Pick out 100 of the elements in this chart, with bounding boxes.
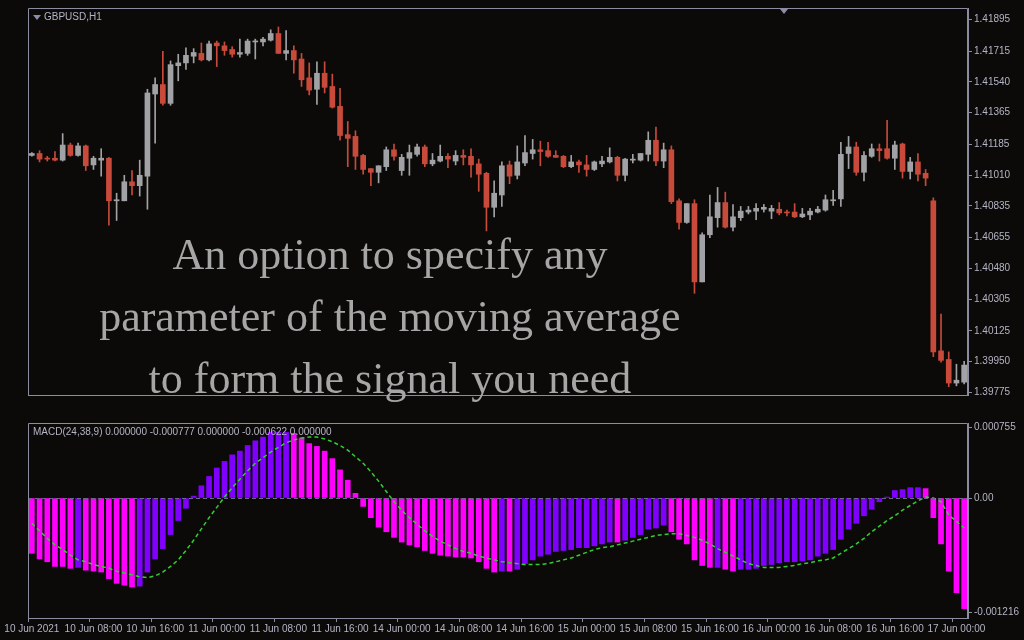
candlestick — [368, 168, 374, 186]
bar — [44, 498, 51, 563]
bar — [753, 498, 759, 569]
bar — [183, 498, 189, 509]
y-tick-label: 1.40480 — [974, 262, 1011, 274]
bar — [314, 446, 320, 498]
candlestick — [344, 121, 351, 167]
bar — [82, 498, 89, 571]
y-tick-label: 0.000755 — [974, 420, 1017, 432]
y-tick-label: 1.41365 — [974, 106, 1011, 118]
bar — [160, 498, 166, 549]
bar — [475, 498, 482, 563]
bar — [237, 450, 243, 498]
bar — [776, 498, 783, 564]
y-tick-label: 1.41010 — [974, 168, 1011, 180]
x-tick-label: 16 Jun 16:00 — [865, 622, 925, 634]
bar — [653, 498, 659, 529]
candlestick — [237, 38, 243, 58]
bar — [737, 498, 744, 570]
x-tick-label: 11 Jun 08:00 — [249, 622, 308, 634]
bar — [383, 498, 390, 533]
bar — [930, 498, 937, 519]
y-tick-label: 1.39950 — [974, 355, 1011, 367]
chart-title: MACD(24,38,9) 0.000000 -0.000777 0.000000 -0.000622 0.000000 — [33, 425, 332, 437]
bar — [175, 498, 182, 521]
bar — [807, 498, 813, 561]
bar — [814, 498, 821, 557]
x-tick-label: 15 Jun 00:00 — [557, 622, 616, 634]
bar — [514, 498, 521, 570]
bar — [499, 498, 505, 572]
bar — [676, 498, 682, 540]
bar — [306, 443, 313, 498]
x-tick-label: 14 Jun 00:00 — [372, 622, 432, 634]
bar — [360, 498, 366, 507]
bar — [545, 498, 551, 555]
y-tick-label: 1.41715 — [974, 44, 1011, 56]
candlestick — [753, 203, 759, 220]
bar — [915, 487, 921, 498]
bar — [391, 498, 397, 538]
bar — [622, 498, 628, 541]
bar — [683, 498, 690, 545]
bar — [121, 498, 128, 586]
y-tick-label: 1.40305 — [974, 292, 1011, 304]
bar — [213, 467, 220, 498]
candlestick — [938, 313, 944, 363]
candlestick — [460, 149, 467, 166]
candlestick — [152, 77, 158, 144]
line-series — [31, 436, 965, 579]
bar — [337, 469, 343, 498]
x-tick-label: 16 Jun 00:00 — [742, 622, 801, 634]
bar — [152, 498, 158, 560]
x-tick-label: 15 Jun 08:00 — [619, 622, 678, 634]
x-tick-label: 14 Jun 08:00 — [434, 622, 493, 634]
bar — [106, 498, 112, 579]
y-tick-label: 1.40655 — [974, 231, 1011, 243]
x-tick-label: 16 Jun 08:00 — [804, 622, 863, 634]
bar — [445, 498, 451, 557]
bar — [722, 498, 729, 570]
bar — [468, 498, 474, 559]
bar — [414, 498, 420, 548]
bar — [961, 498, 967, 609]
bar — [129, 498, 135, 588]
bar — [868, 498, 875, 510]
bar — [252, 440, 259, 498]
candlestick — [445, 153, 451, 169]
bar — [599, 498, 605, 545]
y-tick-label: 0.00 — [974, 491, 994, 503]
bar — [460, 498, 467, 558]
candlestick — [129, 170, 135, 196]
bar — [59, 498, 66, 567]
candlestick — [830, 190, 836, 206]
bar — [907, 487, 914, 498]
x-tick-label: 14 Jun 16:00 — [496, 622, 555, 634]
bar — [529, 498, 536, 561]
bar — [784, 498, 790, 563]
bar — [853, 498, 860, 524]
chart-title: GBPUSD,H1 — [44, 10, 103, 22]
y-tick-label: 1.41185 — [974, 138, 1010, 150]
x-tick-label: 11 Jun 00:00 — [188, 622, 246, 634]
bar — [938, 498, 944, 545]
bar — [568, 498, 575, 550]
bar — [899, 489, 906, 498]
candlestick — [283, 30, 289, 61]
bar — [699, 498, 706, 566]
bar — [29, 498, 35, 554]
bar — [437, 498, 444, 556]
bar — [760, 498, 767, 566]
x-tick-label: 15 Jun 16:00 — [680, 622, 740, 634]
bar — [260, 436, 266, 498]
bar — [75, 498, 81, 568]
y-tick-label: 1.41540 — [974, 75, 1011, 87]
bar — [707, 498, 713, 568]
y-tick-label: 1.40125 — [974, 324, 1011, 336]
x-tick-label: 11 Jun 16:00 — [311, 622, 370, 634]
bar — [945, 498, 952, 572]
bar — [576, 498, 582, 549]
bar — [52, 498, 58, 567]
bar — [206, 476, 212, 498]
y-tick-label: -0.001216 — [974, 605, 1020, 617]
bar — [421, 498, 428, 551]
